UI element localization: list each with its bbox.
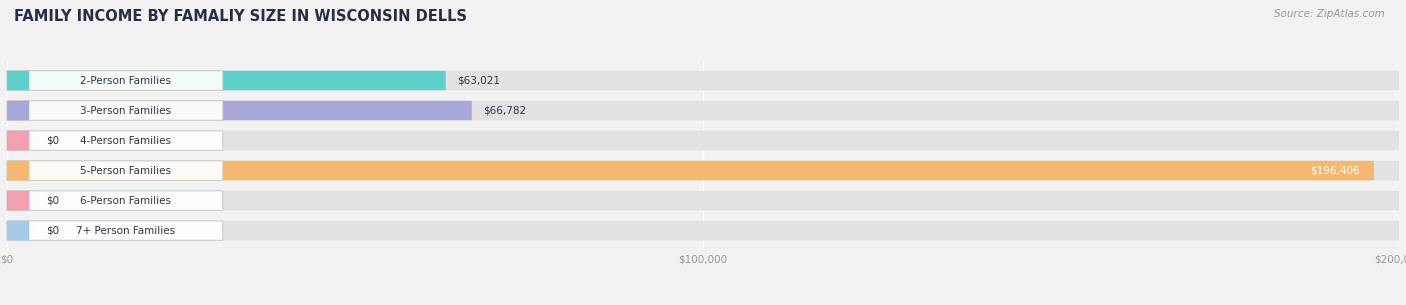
FancyBboxPatch shape bbox=[7, 221, 35, 240]
FancyBboxPatch shape bbox=[7, 71, 1399, 90]
FancyBboxPatch shape bbox=[7, 191, 1399, 210]
FancyBboxPatch shape bbox=[7, 191, 35, 210]
FancyBboxPatch shape bbox=[7, 101, 472, 120]
FancyBboxPatch shape bbox=[7, 131, 35, 150]
Text: FAMILY INCOME BY FAMALIY SIZE IN WISCONSIN DELLS: FAMILY INCOME BY FAMALIY SIZE IN WISCONS… bbox=[14, 9, 467, 24]
FancyBboxPatch shape bbox=[7, 71, 222, 90]
Text: $0: $0 bbox=[46, 196, 59, 206]
FancyBboxPatch shape bbox=[7, 161, 222, 180]
FancyBboxPatch shape bbox=[7, 221, 222, 240]
FancyBboxPatch shape bbox=[7, 131, 30, 150]
FancyBboxPatch shape bbox=[7, 191, 222, 210]
FancyBboxPatch shape bbox=[7, 221, 1399, 240]
Text: 4-Person Families: 4-Person Families bbox=[80, 135, 172, 145]
FancyBboxPatch shape bbox=[7, 191, 30, 210]
Text: 5-Person Families: 5-Person Families bbox=[80, 166, 172, 176]
Text: 2-Person Families: 2-Person Families bbox=[80, 76, 172, 85]
FancyBboxPatch shape bbox=[7, 131, 222, 150]
Text: 6-Person Families: 6-Person Families bbox=[80, 196, 172, 206]
FancyBboxPatch shape bbox=[7, 161, 1399, 180]
Text: 7+ Person Families: 7+ Person Families bbox=[76, 226, 176, 235]
FancyBboxPatch shape bbox=[7, 161, 1374, 180]
Text: $196,406: $196,406 bbox=[1310, 166, 1360, 176]
FancyBboxPatch shape bbox=[7, 71, 446, 90]
FancyBboxPatch shape bbox=[7, 71, 30, 90]
Text: $66,782: $66,782 bbox=[482, 106, 526, 116]
FancyBboxPatch shape bbox=[7, 101, 1399, 120]
Text: Source: ZipAtlas.com: Source: ZipAtlas.com bbox=[1274, 9, 1385, 19]
Text: 3-Person Families: 3-Person Families bbox=[80, 106, 172, 116]
FancyBboxPatch shape bbox=[7, 101, 222, 120]
FancyBboxPatch shape bbox=[7, 161, 30, 180]
FancyBboxPatch shape bbox=[7, 221, 30, 240]
FancyBboxPatch shape bbox=[7, 131, 1399, 150]
Text: $63,021: $63,021 bbox=[457, 76, 499, 85]
FancyBboxPatch shape bbox=[7, 101, 30, 120]
Text: $0: $0 bbox=[46, 135, 59, 145]
Text: $0: $0 bbox=[46, 226, 59, 235]
